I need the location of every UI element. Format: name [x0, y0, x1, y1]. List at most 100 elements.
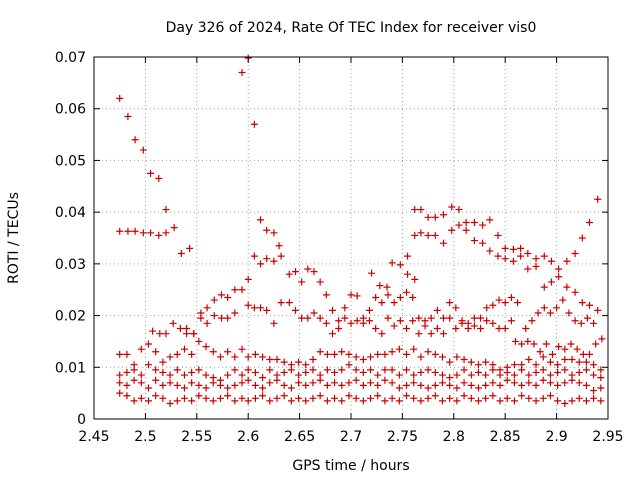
- data-point: [144, 397, 152, 405]
- data-point: [291, 306, 299, 314]
- data-point: [322, 319, 330, 327]
- data-point: [123, 381, 131, 389]
- data-point: [460, 392, 468, 400]
- data-point: [597, 397, 605, 405]
- y-tick-label: 0.05: [55, 153, 86, 169]
- data-point: [238, 371, 246, 379]
- data-point: [130, 366, 138, 374]
- data-point: [554, 368, 562, 376]
- data-point: [390, 322, 398, 330]
- data-point: [489, 392, 497, 400]
- data-point: [542, 340, 550, 348]
- data-point: [374, 371, 382, 379]
- data-point: [166, 353, 174, 361]
- data-point: [328, 306, 336, 314]
- data-point: [501, 325, 509, 332]
- data-point: [359, 381, 367, 389]
- data-point: [323, 381, 331, 389]
- data-point: [381, 397, 389, 405]
- data-point: [270, 257, 278, 265]
- data-point: [224, 293, 232, 301]
- data-point: [388, 259, 396, 267]
- data-point: [571, 250, 579, 258]
- data-point: [388, 348, 396, 356]
- data-point: [353, 292, 361, 300]
- data-point: [149, 327, 157, 335]
- data-point: [409, 317, 417, 325]
- data-point: [124, 227, 132, 235]
- data-point: [257, 216, 265, 224]
- data-point: [359, 368, 367, 376]
- data-point: [116, 379, 124, 387]
- data-point: [421, 322, 429, 330]
- data-point: [568, 397, 576, 405]
- data-point: [452, 304, 460, 312]
- data-point: [231, 286, 239, 294]
- data-point: [455, 221, 463, 229]
- data-point: [390, 299, 398, 307]
- data-point: [347, 319, 355, 327]
- data-point: [295, 379, 303, 387]
- data-point: [568, 356, 576, 364]
- data-point: [388, 394, 396, 402]
- data-point: [209, 379, 217, 387]
- data-point: [209, 348, 217, 356]
- data-point: [415, 330, 423, 338]
- data-point: [376, 282, 384, 290]
- data-point: [403, 288, 411, 296]
- data-point: [378, 299, 386, 307]
- data-point: [280, 381, 288, 389]
- x-tick-label: 2.8: [443, 429, 465, 445]
- data-point: [323, 350, 331, 358]
- data-point: [231, 353, 239, 361]
- data-point: [431, 213, 439, 221]
- data-point: [367, 379, 375, 387]
- data-point: [582, 381, 590, 389]
- data-point: [532, 381, 540, 389]
- data-point: [250, 120, 258, 128]
- data-point: [266, 356, 274, 364]
- data-point: [341, 304, 349, 312]
- axis-ticks: [93, 56, 609, 420]
- data-point: [561, 399, 569, 407]
- data-point: [180, 371, 188, 379]
- data-point: [123, 368, 131, 376]
- data-point: [460, 379, 468, 387]
- data-point: [540, 304, 548, 312]
- data-point: [554, 361, 562, 369]
- data-point: [470, 218, 478, 226]
- data-point: [404, 252, 412, 260]
- x-tick-label: 2.65: [284, 429, 315, 445]
- data-point: [460, 356, 468, 364]
- data-point: [489, 379, 497, 387]
- data-point: [381, 376, 389, 384]
- x-tick-label: 2.9: [545, 429, 567, 445]
- data-point: [482, 371, 490, 379]
- data-point: [173, 397, 181, 405]
- data-point: [202, 384, 210, 392]
- x-tick-label: 2.6: [237, 429, 259, 445]
- data-point: [116, 350, 124, 358]
- data-point: [509, 245, 517, 253]
- data-point: [176, 325, 184, 332]
- data-point: [518, 366, 526, 374]
- data-point: [448, 226, 456, 234]
- data-point: [116, 371, 124, 379]
- data-point: [539, 394, 547, 402]
- data-point: [202, 394, 210, 402]
- data-point: [304, 265, 312, 273]
- data-point: [477, 314, 485, 322]
- data-point: [546, 379, 554, 387]
- data-point: [173, 350, 181, 358]
- data-point: [173, 381, 181, 389]
- data-point: [495, 296, 503, 304]
- data-point: [131, 136, 139, 144]
- grid-lines: [94, 57, 608, 419]
- data-point: [573, 345, 581, 353]
- data-point: [216, 394, 224, 402]
- data-point: [202, 343, 210, 351]
- data-point: [548, 350, 556, 358]
- data-point: [474, 361, 482, 369]
- x-tick-labels: 2.45 2.5 2.55 2.6 2.65 2.7 2.75 2.8 2.85 2.9 2.95: [78, 429, 623, 445]
- data-point: [404, 270, 412, 278]
